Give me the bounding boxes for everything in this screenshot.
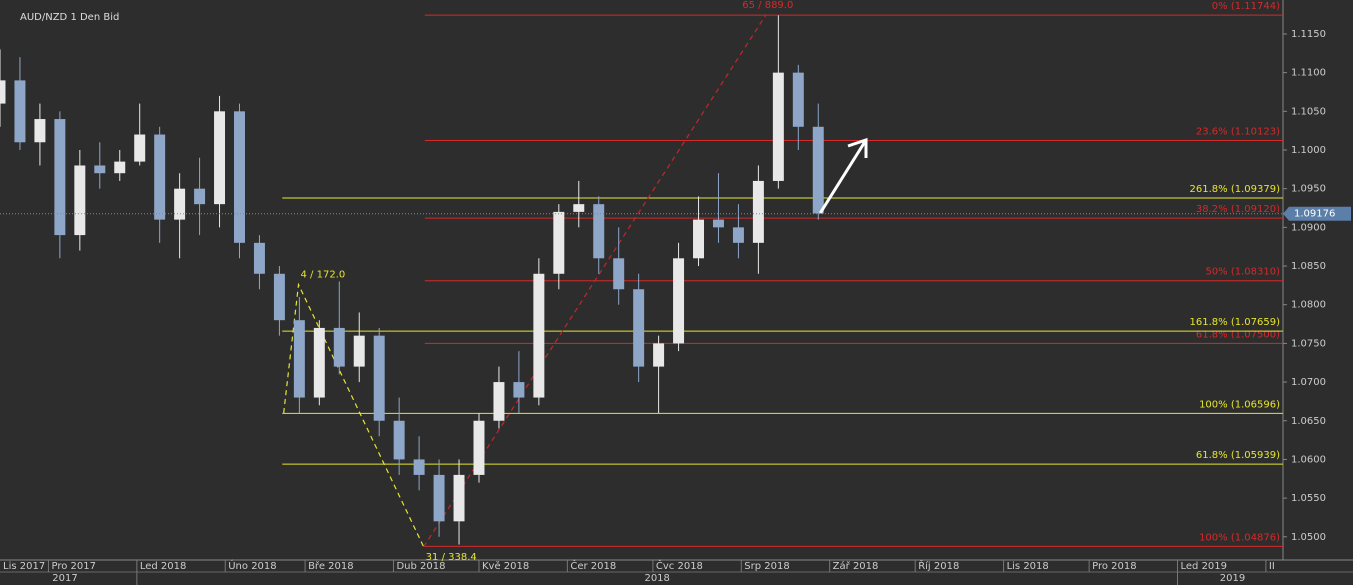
x-tick-label: Led 2018 [140,561,187,572]
candle-body [94,165,106,174]
fib-label: 0% (1.11744) [1212,1,1280,12]
candle-body [313,327,325,398]
trendline [423,14,767,548]
candle-body [513,382,525,398]
x-tick-label: Čer 2018 [570,559,616,572]
candle-body [174,188,186,220]
annotation: 4 / 172.0 [301,270,346,281]
annotation: 65 / 889.0 [742,0,793,11]
candle-body [653,343,665,367]
candle-body [573,204,585,212]
candle-body [54,119,66,236]
fib-label: 50% (1.08310) [1205,267,1280,278]
y-tick-label: 1.0950 [1291,184,1326,195]
candle-body [732,227,744,243]
annotation: 31 / 338.4 [426,552,477,563]
y-tick-label: 1.1150 [1291,29,1326,40]
candle-body [453,474,465,522]
y-tick-label: 1.0800 [1291,300,1326,311]
candle-body [772,72,784,181]
candle-body [74,165,86,236]
candle-body [673,258,685,344]
candle-body [14,80,26,143]
candle-body [0,80,6,104]
candle-body [553,211,565,274]
last-price-label: 1.09176 [1294,209,1335,220]
x-tick-label: Dub 2018 [396,561,445,572]
candle-body [114,161,126,174]
y-tick-label: 1.1050 [1291,106,1326,117]
year-label: 2018 [644,573,669,584]
y-tick-label: 1.0550 [1291,493,1326,504]
x-tick-label: Kvě 2018 [482,560,529,572]
candle-body [593,204,605,259]
fib-label: 61.8% (1.07500) [1196,329,1280,340]
year-label: 2019 [1220,573,1245,584]
candle-body [134,134,146,162]
x-tick-label: Pro 2017 [51,561,96,572]
candle-body [473,420,485,475]
fib-label: 161.8% (1.07659) [1190,317,1281,328]
candle-body [273,273,285,321]
candle-body [433,474,445,522]
x-tick-label: Zář 2018 [833,560,879,572]
y-tick-label: 1.0500 [1291,532,1326,543]
fib-label: 61.8% (1.05939) [1196,450,1280,461]
fib-label: 23.6% (1.10123) [1196,126,1280,137]
x-tick-label: Srp 2018 [744,561,789,572]
y-tick-label: 1.0750 [1291,338,1326,349]
fib-label: 100% (1.06596) [1199,399,1280,410]
candle-body [253,242,265,274]
trendline [283,282,425,548]
candle-body [194,188,206,205]
candle-body [493,382,505,421]
y-tick-label: 1.0600 [1291,454,1326,465]
x-tick-label: II [1269,561,1275,572]
chart-title: AUD/NZD 1 Den Bid [20,12,119,23]
last-price-tag [1283,206,1351,221]
candle-body [234,111,245,243]
x-tick-label: Lis 2018 [1007,561,1049,572]
y-tick-label: 1.1000 [1291,145,1326,156]
candle-body [712,219,724,228]
candle-body [413,459,425,475]
candle-body [353,335,365,367]
candle-body [373,335,385,421]
candle-body [633,289,645,367]
y-tick-label: 1.0850 [1291,261,1326,272]
candle-body [533,273,545,398]
y-tick-label: 1.1100 [1291,68,1326,79]
arrow [818,137,868,214]
fib-label: 261.8% (1.09379) [1190,184,1281,195]
x-tick-label: Říj 2018 [918,559,959,572]
candle-body [293,320,305,398]
year-label: 2017 [52,573,77,584]
x-tick-label: Bře 2018 [308,560,354,572]
candle-body [812,126,824,214]
candle-body [214,111,226,205]
x-tick-label: Čvc 2018 [656,559,703,572]
fib-label: 38.2% (1.09120) [1196,204,1280,215]
candle-body [613,258,625,290]
candle-body [333,327,345,367]
candle-body [752,180,764,243]
fib-label: 100% (1.04876) [1199,532,1280,543]
candle-body [154,134,166,220]
x-tick-label: Úno 2018 [228,559,276,572]
candle-body [34,119,46,143]
x-tick-label: Led 2019 [1181,561,1228,572]
candle-body [792,72,804,127]
x-tick-label: Pro 2018 [1092,561,1137,572]
y-tick-label: 1.0700 [1291,377,1326,388]
candle-body [693,219,705,259]
y-tick-label: 1.0900 [1291,222,1326,233]
y-tick-label: 1.0650 [1291,416,1326,427]
x-tick-label: Lis 2017 [3,561,45,572]
candle-body [393,420,405,460]
